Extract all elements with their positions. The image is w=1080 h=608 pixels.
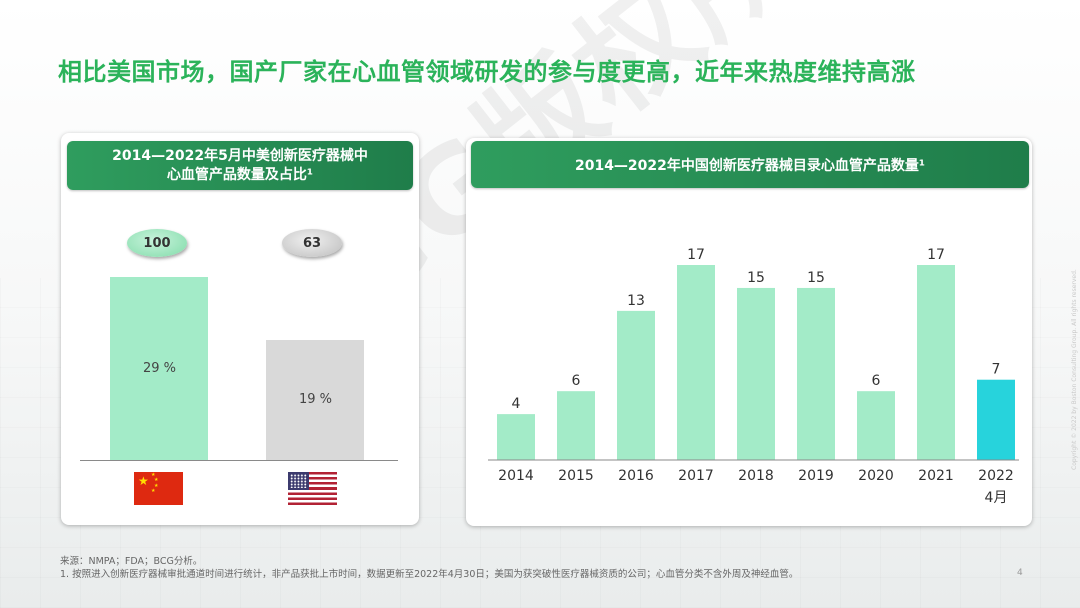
bar-2021: [917, 265, 955, 460]
right-panel: 2014—2022年中国创新医疗器械目录心血管产品数量¹: [466, 138, 1032, 526]
page-title: 相比美国市场，国产厂家在心血管领域研发的参与度更高，近年来热度维持高涨: [58, 58, 916, 86]
footnote: 1. 按照进入创新医疗器械审批通道时间进行统计，非产品获批上市时间，数据更新至2…: [60, 569, 799, 580]
left-panel-title-line2: 心血管产品数量及占比¹: [166, 166, 314, 183]
value-label: 13: [627, 293, 645, 309]
value-label: 17: [927, 247, 945, 263]
page-number: 4: [1017, 568, 1023, 578]
usa-count-badge: 63: [282, 229, 342, 257]
x-tick-label: 2017: [678, 468, 714, 484]
x-tick-label: 2014: [498, 468, 534, 484]
yearly-bar-chart: 4 2014 6 2015 13 2016 17 2017 15 2018 15 2019 6 2020 1…: [488, 247, 1019, 506]
bar-2022: [977, 379, 1015, 460]
source-note: 来源：NMPA；FDA；BCG分析。: [60, 556, 203, 567]
value-label: 7: [992, 362, 1001, 378]
x-tick-label: 4月: [985, 490, 1008, 506]
value-label: 15: [747, 270, 765, 286]
value-label: 15: [807, 270, 825, 286]
x-tick-label: 2021: [918, 468, 954, 484]
copyright-vertical: Copyright © 2022 by Boston Consulting Gr…: [1071, 269, 1078, 470]
x-tick-label: 2015: [558, 468, 594, 484]
bar-2016: [617, 310, 655, 460]
bar-2017: [677, 265, 715, 460]
left-panel-header: 2014—2022年5月中美创新医疗器械中 心血管产品数量及占比¹: [67, 141, 413, 190]
china-count-badge: 100: [127, 229, 187, 257]
usa-share-label: 19 %: [299, 392, 333, 407]
value-label: 4: [512, 396, 521, 412]
x-tick-label: 2019: [798, 468, 834, 484]
bar-2014: [497, 414, 535, 460]
x-tick-label: 2022: [978, 468, 1014, 484]
left-chart-axis: [80, 460, 398, 461]
china-bar: [110, 277, 208, 460]
value-label: 17: [687, 247, 705, 263]
value-label: 6: [872, 373, 881, 389]
bar-2015: [557, 391, 595, 460]
bar-2018: [737, 287, 775, 460]
china-share-label: 29 %: [143, 361, 177, 376]
usa-flag-icon: [288, 472, 337, 505]
bar-2019: [797, 287, 835, 460]
usa-flag-canton: [288, 472, 309, 490]
x-tick-label: 2018: [738, 468, 774, 484]
value-label: 6: [572, 373, 581, 389]
left-panel-title-line1: 2014—2022年5月中美创新医疗器械中: [112, 147, 368, 164]
x-tick-label: 2020: [858, 468, 894, 484]
x-tick-label: 2016: [618, 468, 654, 484]
usa-bar: [266, 340, 364, 460]
china-flag-icon: ★ ★ ★ ★ ★: [134, 472, 183, 505]
right-panel-header: 2014—2022年中国创新医疗器械目录心血管产品数量¹: [471, 141, 1029, 188]
bar-2020: [857, 391, 895, 460]
